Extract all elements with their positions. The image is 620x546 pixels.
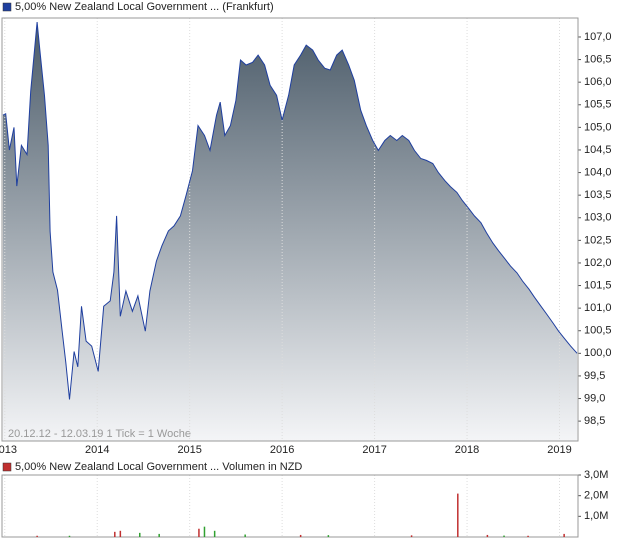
bar (563, 533, 565, 537)
y-tick-label: 100,0 (584, 347, 612, 359)
y-tick-label: 105,0 (584, 121, 612, 133)
x-tick-label: 2014 (85, 444, 109, 456)
y-tick-label: 103,5 (584, 189, 612, 201)
y-tick-label: 99,5 (584, 370, 605, 382)
y-tick-label: 102,0 (584, 257, 612, 269)
x-tick-label: 2017 (362, 444, 386, 456)
bar (503, 535, 505, 537)
bar (119, 530, 122, 537)
plot-frame (1, 474, 579, 538)
y-tick-label: 2,0M (584, 490, 608, 502)
x-tick-label: 2013 (0, 444, 17, 456)
x-tick-label: 2019 (547, 444, 571, 456)
bar (486, 534, 489, 537)
legend-icon (2, 2, 12, 12)
annotation: 20.12.12 - 12.03.19 1 Tick = 1 Woche (8, 428, 191, 440)
bar (68, 535, 71, 537)
bar (198, 528, 200, 537)
bar (114, 531, 116, 537)
y-tick-label: 106,5 (584, 53, 612, 65)
legend-label: 5,00% New Zealand Local Government ... V… (15, 461, 302, 473)
y-tick-label: 99,0 (584, 392, 605, 404)
x-tick-label: 2016 (270, 444, 294, 456)
y-tick-label: 98,5 (584, 415, 605, 427)
y-tick-label: 106,0 (584, 76, 612, 88)
bar (244, 534, 246, 537)
bar (299, 534, 302, 537)
plot-frame (1, 17, 579, 442)
x-tick-label: 2015 (177, 444, 201, 456)
y-tick-label: 104,0 (584, 166, 612, 178)
legend-icon (2, 462, 12, 472)
y-tick-label: 1,0M (584, 510, 608, 522)
bar (327, 535, 330, 537)
y-tick-label: 103,0 (584, 212, 612, 224)
area (2, 22, 578, 441)
y-tick-label: 3,0M (584, 469, 608, 481)
y-tick-label: 100,5 (584, 325, 612, 337)
y-tick-label: 104,5 (584, 144, 612, 156)
bar (139, 532, 141, 537)
legend-label: 5,00% New Zealand Local Government ... (… (15, 1, 274, 13)
x-tick-label: 2018 (455, 444, 479, 456)
y-tick-label: 101,5 (584, 279, 612, 291)
bar (410, 535, 413, 537)
bar (213, 530, 216, 537)
bar (158, 533, 160, 537)
y-tick-label: 105,5 (584, 99, 612, 111)
line (2, 22, 578, 400)
y-tick-label: 101,0 (584, 302, 612, 314)
y-tick-label: 107,0 (584, 31, 612, 43)
bar (36, 535, 38, 537)
y-tick-label: 102,5 (584, 234, 612, 246)
bar (203, 526, 206, 537)
bar (527, 535, 529, 537)
bar (457, 493, 459, 537)
